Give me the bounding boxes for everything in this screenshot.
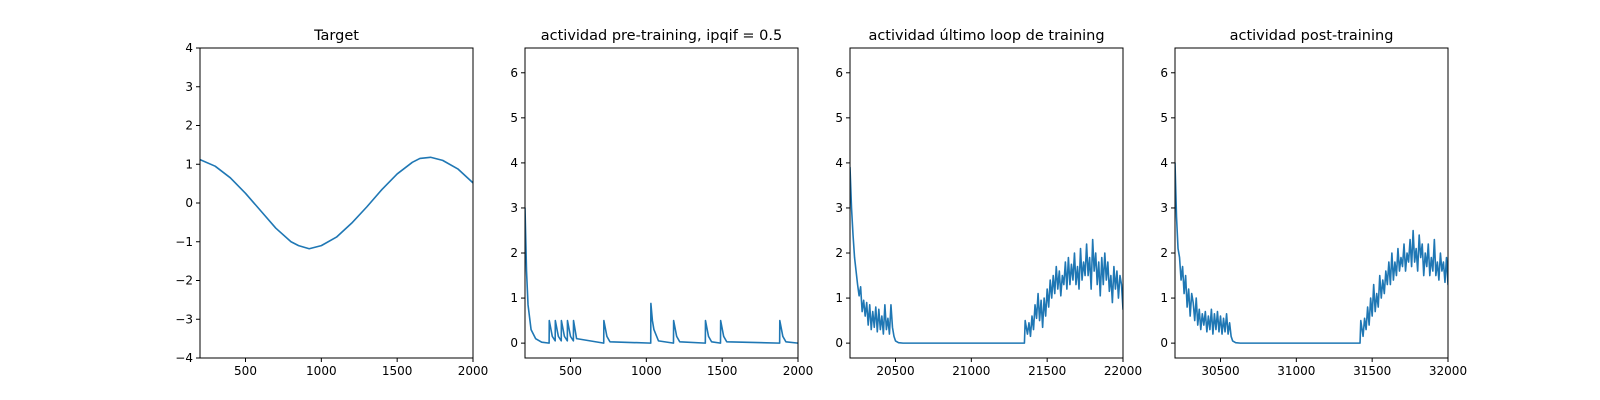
y-tick-label: 0 xyxy=(510,336,518,350)
y-tick-label: 4 xyxy=(185,41,193,55)
y-tick-label: 3 xyxy=(1160,201,1168,215)
chart-title: actividad post-training xyxy=(1230,28,1394,44)
x-tick-label: 21500 xyxy=(1028,364,1066,378)
x-tick-label: 1000 xyxy=(631,364,662,378)
x-tick-label: 31000 xyxy=(1277,364,1315,378)
chart-title: actividad último loop de training xyxy=(868,28,1104,44)
plot-frame xyxy=(524,47,799,359)
y-tick-label: −2 xyxy=(175,274,193,288)
x-tick-label: 1500 xyxy=(382,364,413,378)
x-tick-label: 21000 xyxy=(952,364,990,378)
y-tick-label: 1 xyxy=(1160,291,1168,305)
x-tick-label: 1000 xyxy=(306,364,337,378)
y-tick-label: 1 xyxy=(510,291,518,305)
y-tick-label: −4 xyxy=(175,351,193,365)
x-tick-label: 31500 xyxy=(1353,364,1391,378)
y-tick-label: 3 xyxy=(510,201,518,215)
x-tick-label: 2000 xyxy=(783,364,814,378)
x-tick-label: 2000 xyxy=(458,364,489,378)
y-tick-label: 2 xyxy=(185,119,193,133)
series-line-3-1 xyxy=(850,166,1123,344)
y-tick-label: 0 xyxy=(835,336,843,350)
plot-frame xyxy=(199,47,474,359)
x-tick-label: 500 xyxy=(559,364,582,378)
y-tick-label: 6 xyxy=(510,66,518,80)
x-tick-label: 32000 xyxy=(1429,364,1467,378)
series-line-2-1 xyxy=(525,207,798,344)
chart-panel-3: 20500 21000 21500 22000 0 1 2 3 4 5 6 actividad últ… xyxy=(835,28,1142,378)
y-tick-label: 6 xyxy=(1160,66,1168,80)
plot-frame xyxy=(849,47,1124,359)
chart-title: actividad pre-training, ipqif = 0.5 xyxy=(541,28,782,44)
y-tick-label: 0 xyxy=(185,196,193,210)
y-tick-label: 2 xyxy=(510,246,518,260)
chart-title: Target xyxy=(313,28,359,44)
y-tick-label: 5 xyxy=(510,111,518,125)
y-tick-label: 2 xyxy=(1160,246,1168,260)
y-tick-label: 1 xyxy=(185,157,193,171)
x-tick-label: 30500 xyxy=(1201,364,1239,378)
x-tick-label: 1500 xyxy=(707,364,738,378)
y-tick-label: 5 xyxy=(835,111,843,125)
y-tick-label: 5 xyxy=(1160,111,1168,125)
y-tick-label: 0 xyxy=(1160,336,1168,350)
y-tick-label: −3 xyxy=(175,312,193,326)
y-tick-label: 4 xyxy=(510,156,518,170)
y-tick-label: 1 xyxy=(835,291,843,305)
x-tick-label: 20500 xyxy=(876,364,914,378)
y-tick-label: 6 xyxy=(835,66,843,80)
y-tick-label: 2 xyxy=(835,246,843,260)
y-tick-label: 4 xyxy=(835,156,843,170)
y-tick-label: −1 xyxy=(175,235,193,249)
y-tick-label: 3 xyxy=(185,80,193,94)
series-line-1-1 xyxy=(200,156,473,250)
y-tick-label: 4 xyxy=(1160,156,1168,170)
chart-panel-2: 500 1000 1500 2000 0 1 2 3 4 5 6 actividad pre-trai… xyxy=(510,28,813,378)
plot-frame xyxy=(1174,47,1449,359)
x-tick-label: 22000 xyxy=(1104,364,1142,378)
x-tick-label: 500 xyxy=(234,364,257,378)
chart-panel-1: 500 1000 1500 2000 −4 −3 −2 −1 0 1 2 3 4 Target xyxy=(175,28,488,378)
chart-panel-4: 30500 31000 31500 32000 0 1 2 3 4 5 6 actividad pos… xyxy=(1160,28,1467,378)
y-tick-label: 3 xyxy=(835,201,843,215)
series-line-4-1 xyxy=(1175,162,1448,344)
